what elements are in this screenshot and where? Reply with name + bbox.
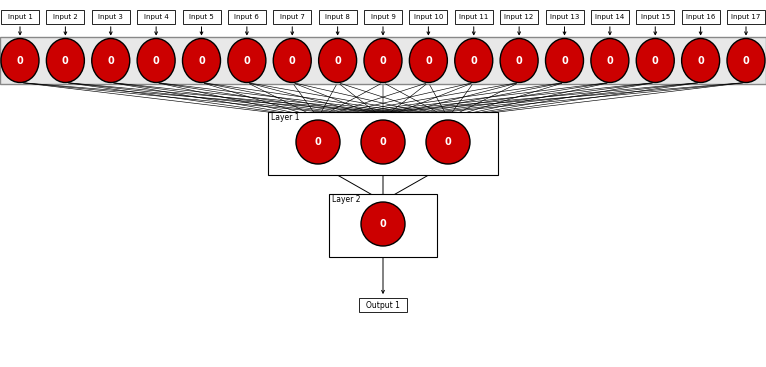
Ellipse shape	[455, 39, 493, 83]
Text: Input 5: Input 5	[189, 14, 214, 20]
Bar	[359, 298, 407, 312]
Text: Input 7: Input 7	[280, 14, 305, 20]
Text: 0: 0	[198, 55, 205, 65]
Ellipse shape	[426, 120, 470, 164]
Text: 0: 0	[380, 55, 386, 65]
Text: Layer 2: Layer 2	[332, 195, 361, 204]
Ellipse shape	[273, 39, 311, 83]
Bar	[364, 10, 402, 24]
Ellipse shape	[500, 39, 538, 83]
Text: Input 11: Input 11	[459, 14, 489, 20]
Bar	[682, 10, 719, 24]
Text: 0: 0	[561, 55, 568, 65]
Ellipse shape	[228, 39, 266, 83]
Ellipse shape	[409, 39, 447, 83]
Text: Input 15: Input 15	[640, 14, 670, 20]
Text: 0: 0	[107, 55, 114, 65]
Text: 0: 0	[334, 55, 341, 65]
Text: 0: 0	[17, 55, 24, 65]
Text: 0: 0	[742, 55, 749, 65]
Bar	[329, 194, 437, 257]
Text: Input 2: Input 2	[53, 14, 78, 20]
Text: Input 10: Input 10	[414, 14, 443, 20]
Text: 0: 0	[516, 55, 522, 65]
Text: Input 4: Input 4	[144, 14, 169, 20]
Text: 0: 0	[652, 55, 659, 65]
Text: 0: 0	[697, 55, 704, 65]
Bar	[455, 10, 493, 24]
Bar	[545, 10, 584, 24]
Text: Input 14: Input 14	[595, 14, 624, 20]
Bar	[409, 10, 447, 24]
Text: 0: 0	[315, 137, 322, 147]
Ellipse shape	[361, 120, 405, 164]
Ellipse shape	[727, 39, 765, 83]
Text: Output 1: Output 1	[366, 301, 400, 309]
Bar	[182, 10, 221, 24]
Ellipse shape	[591, 39, 629, 83]
Ellipse shape	[361, 202, 405, 246]
Bar	[273, 10, 311, 24]
Bar	[228, 10, 266, 24]
Ellipse shape	[364, 39, 402, 83]
Bar	[0, 37, 766, 84]
Text: 0: 0	[380, 219, 386, 229]
Bar	[1, 10, 39, 24]
Bar	[727, 10, 765, 24]
Text: 0: 0	[380, 137, 386, 147]
Text: Input 16: Input 16	[686, 14, 715, 20]
Ellipse shape	[92, 39, 129, 83]
Ellipse shape	[47, 39, 84, 83]
Text: 0: 0	[244, 55, 250, 65]
Text: Input 13: Input 13	[550, 14, 579, 20]
Text: Input 12: Input 12	[505, 14, 534, 20]
Bar	[319, 10, 357, 24]
Bar	[500, 10, 538, 24]
Text: Input 17: Input 17	[732, 14, 761, 20]
Bar	[637, 10, 674, 24]
Ellipse shape	[682, 39, 719, 83]
Ellipse shape	[182, 39, 221, 83]
Text: Input 1: Input 1	[8, 14, 32, 20]
Text: 0: 0	[289, 55, 296, 65]
Bar	[137, 10, 175, 24]
Ellipse shape	[137, 39, 175, 83]
Text: 0: 0	[607, 55, 614, 65]
Bar	[591, 10, 629, 24]
Text: 0: 0	[62, 55, 69, 65]
Ellipse shape	[637, 39, 674, 83]
Ellipse shape	[545, 39, 584, 83]
Ellipse shape	[296, 120, 340, 164]
Text: 0: 0	[470, 55, 477, 65]
Text: Input 9: Input 9	[371, 14, 395, 20]
Bar	[47, 10, 84, 24]
Text: 0: 0	[425, 55, 432, 65]
Ellipse shape	[1, 39, 39, 83]
Ellipse shape	[319, 39, 357, 83]
Text: Layer 1: Layer 1	[271, 113, 300, 122]
Text: Input 3: Input 3	[98, 14, 123, 20]
Bar	[92, 10, 129, 24]
Text: Input 6: Input 6	[234, 14, 260, 20]
Bar	[268, 112, 498, 175]
Text: Input 8: Input 8	[326, 14, 350, 20]
Text: 0: 0	[444, 137, 451, 147]
Text: 0: 0	[152, 55, 159, 65]
